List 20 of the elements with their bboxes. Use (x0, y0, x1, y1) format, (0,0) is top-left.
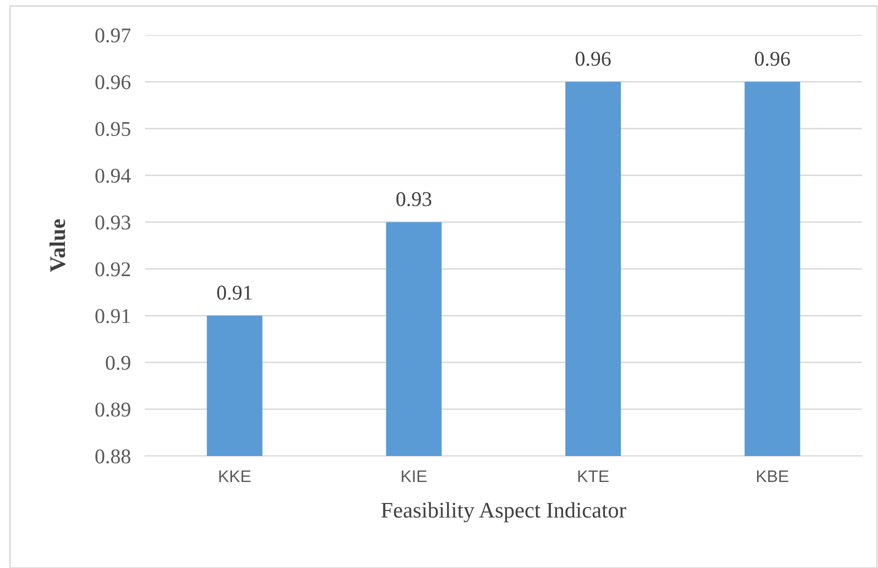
x-tick-label: KIE (402, 470, 427, 482)
x-tick-label: KTE (578, 470, 609, 482)
y-tick-label: 0.91 (95, 309, 130, 324)
y-tick-label: 0.95 (95, 122, 130, 136)
data-label: 0.96 (754, 52, 790, 66)
y-tick-label: 0.92 (95, 262, 130, 276)
data-label: 0.91 (217, 286, 252, 300)
data-label: 0.96 (576, 52, 611, 66)
x-axis-title: Feasibility Aspect Indicator (381, 502, 626, 522)
y-tick-label: 0.89 (95, 402, 130, 417)
y-tick-label: 0.9 (106, 356, 130, 370)
y-tick-label: 0.94 (95, 168, 131, 183)
x-tick-label: KBE (757, 470, 788, 482)
y-tick-label: 0.97 (95, 28, 131, 43)
y-tick-label: 0.93 (95, 215, 130, 230)
y-axis-title: Value (50, 219, 66, 272)
y-tick-label: 0.96 (95, 75, 130, 90)
data-label: 0.93 (396, 192, 432, 206)
y-tick-label: 0.88 (95, 449, 130, 464)
x-tick-label: KKE (219, 470, 251, 482)
